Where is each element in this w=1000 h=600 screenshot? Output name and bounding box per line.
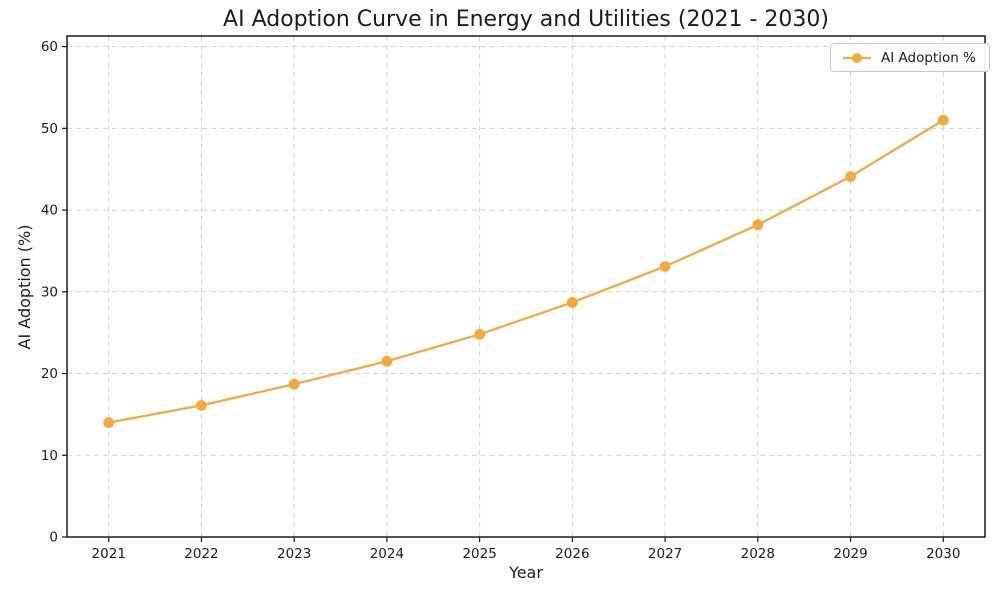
y-tick-label: 10 (41, 448, 58, 464)
y-tick-label: 40 (41, 203, 58, 219)
legend-line-marker-icon (843, 52, 871, 63)
x-tick-label: 2025 (462, 546, 496, 562)
legend-label: AI Adoption % (881, 49, 976, 66)
x-tick-label: 2030 (926, 546, 960, 562)
y-tick-label: 20 (41, 366, 58, 382)
x-tick-label: 2027 (648, 546, 682, 562)
data-point-marker (288, 378, 300, 390)
data-point-marker (381, 355, 393, 367)
x-tick-label: 2028 (741, 546, 775, 562)
y-tick-label: 60 (41, 39, 58, 55)
series-line (107, 119, 945, 424)
data-point-marker (566, 297, 578, 308)
x-tick-label: 2022 (184, 546, 218, 562)
x-tick-label: 2029 (833, 546, 867, 562)
legend: AI Adoption % (830, 43, 990, 72)
data-point-marker (752, 219, 764, 231)
x-tick-label: 2024 (370, 546, 404, 562)
x-tick-label: 2023 (277, 546, 311, 562)
y-tick-label: 0 (49, 530, 58, 546)
plot-border (66, 35, 986, 538)
x-tick-label: 2021 (92, 546, 126, 562)
x-axis-label: Year (509, 563, 543, 582)
chart-title: AI Adoption Curve in Energy and Utilitie… (223, 7, 829, 32)
data-point-marker (474, 328, 486, 340)
data-point-marker (103, 417, 115, 428)
y-tick-label: 50 (41, 121, 58, 137)
data-point-marker (937, 114, 949, 126)
data-point-marker (845, 171, 856, 182)
data-point-marker (659, 261, 671, 272)
data-point-marker (196, 400, 207, 411)
x-tick-label: 2026 (555, 546, 589, 562)
y-tick-label: 30 (41, 284, 58, 300)
